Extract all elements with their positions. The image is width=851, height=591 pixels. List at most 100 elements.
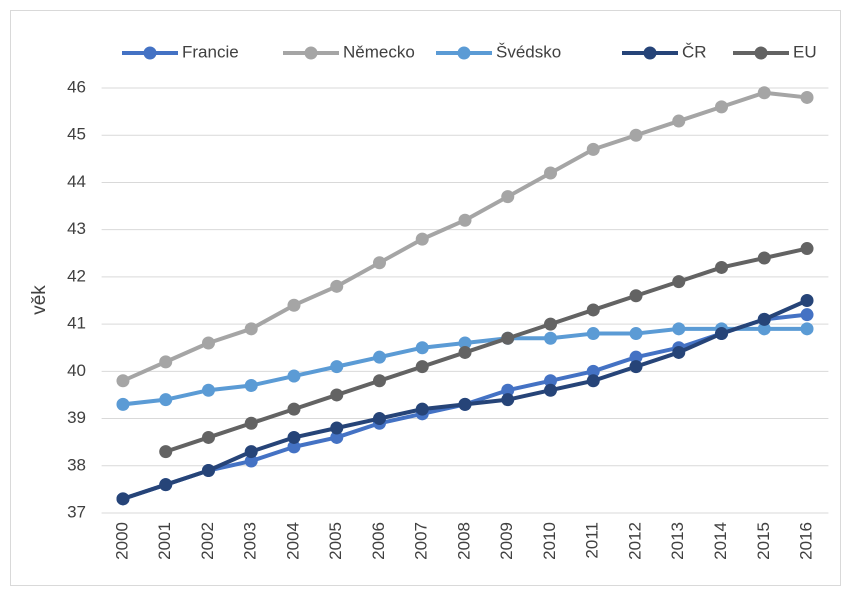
- y-tick-label: 37: [67, 502, 86, 521]
- point: [800, 242, 814, 256]
- y-tick-label: 42: [67, 266, 86, 285]
- legend-marker: [643, 46, 657, 60]
- point: [458, 336, 472, 350]
- point: [287, 298, 301, 312]
- point: [201, 464, 215, 477]
- x-tick-label: 2014: [711, 522, 730, 560]
- point: [501, 190, 515, 204]
- point: [586, 364, 600, 378]
- x-tick-label: 2012: [625, 522, 644, 560]
- series-line: [165, 246, 808, 454]
- point: [244, 445, 258, 459]
- y-tick-label: 39: [67, 408, 86, 427]
- x-tick-label: 2000: [112, 522, 131, 560]
- point: [201, 430, 215, 444]
- y-tick-label: 38: [67, 455, 86, 474]
- point: [672, 345, 686, 359]
- point: [757, 322, 771, 336]
- point: [629, 350, 643, 364]
- point: [672, 114, 686, 128]
- point: [201, 336, 215, 350]
- point: [244, 322, 258, 336]
- point: [415, 341, 429, 355]
- point: [501, 393, 515, 407]
- point: [672, 275, 686, 289]
- point: [159, 393, 173, 407]
- point: [629, 327, 643, 341]
- point: [586, 327, 600, 341]
- point: [544, 166, 558, 180]
- point: [586, 374, 600, 388]
- y-axis-label: věk: [29, 285, 50, 315]
- point: [715, 100, 729, 114]
- point: [458, 345, 472, 359]
- point: [415, 360, 429, 374]
- x-tick-label: 2010: [540, 522, 559, 560]
- legend-marker: [754, 46, 768, 60]
- point: [116, 492, 130, 506]
- point: [415, 402, 429, 416]
- point: [629, 128, 643, 142]
- point: [330, 421, 344, 435]
- point: [544, 317, 558, 331]
- point: [415, 232, 429, 246]
- x-tick-label: 2006: [369, 522, 388, 560]
- legend-label: ČR: [682, 42, 707, 61]
- point: [244, 416, 258, 430]
- point: [501, 331, 515, 345]
- point: [544, 383, 558, 397]
- legend-label: Švédsko: [496, 42, 561, 61]
- y-tick-label: 41: [67, 314, 86, 333]
- legend-marker: [143, 46, 157, 60]
- point: [800, 90, 814, 104]
- x-tick-label: 2011: [583, 522, 602, 559]
- point: [287, 369, 301, 383]
- point: [372, 256, 386, 270]
- point: [757, 86, 771, 100]
- y-tick-label: 46: [67, 77, 86, 96]
- x-tick-label: 2002: [198, 522, 217, 560]
- point: [244, 454, 258, 468]
- legend-label: EU: [793, 42, 817, 61]
- point: [757, 312, 771, 326]
- point: [715, 260, 729, 274]
- point: [800, 294, 814, 307]
- x-tick-label: 2008: [454, 522, 473, 560]
- point: [458, 213, 472, 227]
- y-tick-label: 45: [67, 125, 86, 144]
- point: [244, 379, 258, 392]
- point: [287, 430, 301, 444]
- point: [330, 360, 344, 374]
- point: [501, 383, 515, 397]
- point: [800, 322, 814, 336]
- point: [672, 322, 686, 336]
- legend-label: Německo: [343, 42, 415, 61]
- point: [372, 412, 386, 426]
- x-tick-label: 2016: [797, 522, 816, 560]
- point: [159, 355, 173, 369]
- point: [544, 331, 558, 345]
- point: [757, 251, 771, 265]
- point: [629, 360, 643, 374]
- point: [330, 430, 344, 444]
- legend-label: Francie: [182, 42, 239, 61]
- point: [287, 440, 301, 454]
- y-tick-label: 40: [67, 361, 86, 380]
- point: [586, 303, 600, 317]
- point: [159, 445, 173, 459]
- point: [544, 374, 558, 388]
- point: [116, 397, 130, 411]
- x-tick-label: 2003: [241, 522, 260, 560]
- point: [159, 478, 173, 492]
- x-tick-label: 2005: [326, 522, 345, 560]
- point: [458, 397, 472, 411]
- point: [330, 388, 344, 402]
- point: [715, 327, 729, 341]
- chart-frame: [10, 10, 841, 586]
- x-tick-label: 2013: [668, 522, 687, 560]
- x-tick-label: 2004: [283, 522, 302, 560]
- y-tick-label: 43: [67, 219, 86, 238]
- point: [116, 374, 130, 388]
- legend-marker: [457, 46, 471, 60]
- point: [201, 383, 215, 397]
